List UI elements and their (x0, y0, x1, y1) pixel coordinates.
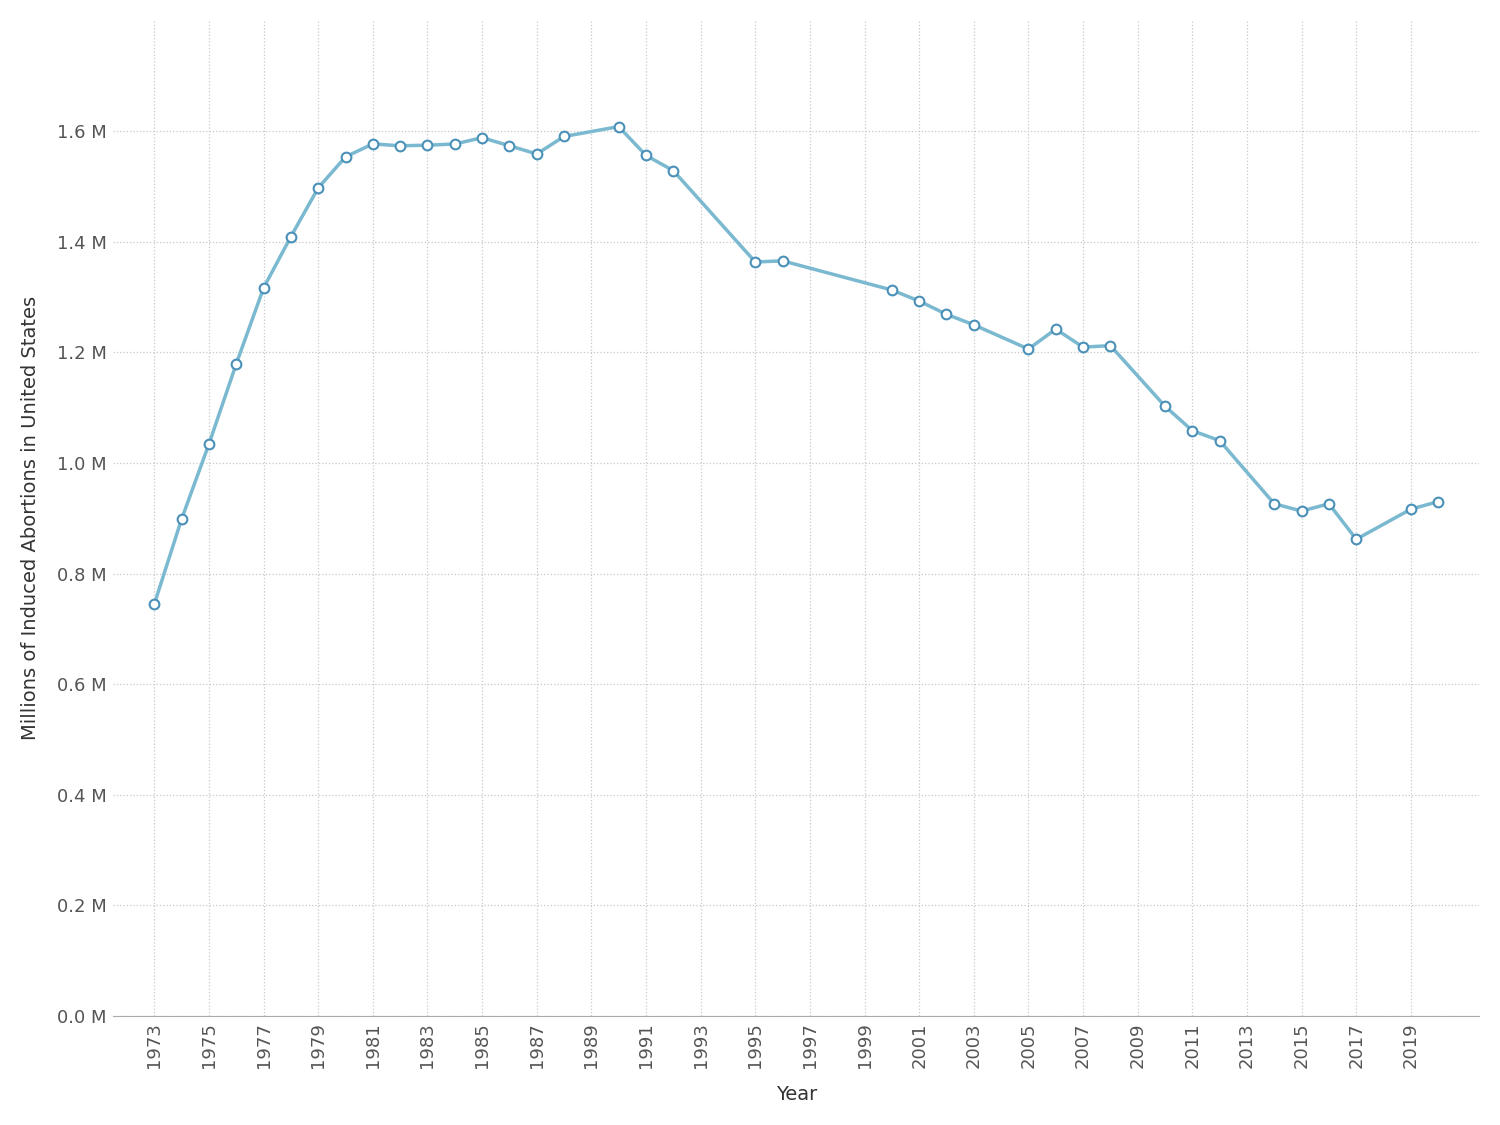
Y-axis label: Millions of Induced Abortions in United States: Millions of Induced Abortions in United … (21, 296, 40, 740)
X-axis label: Year: Year (776, 1086, 818, 1104)
